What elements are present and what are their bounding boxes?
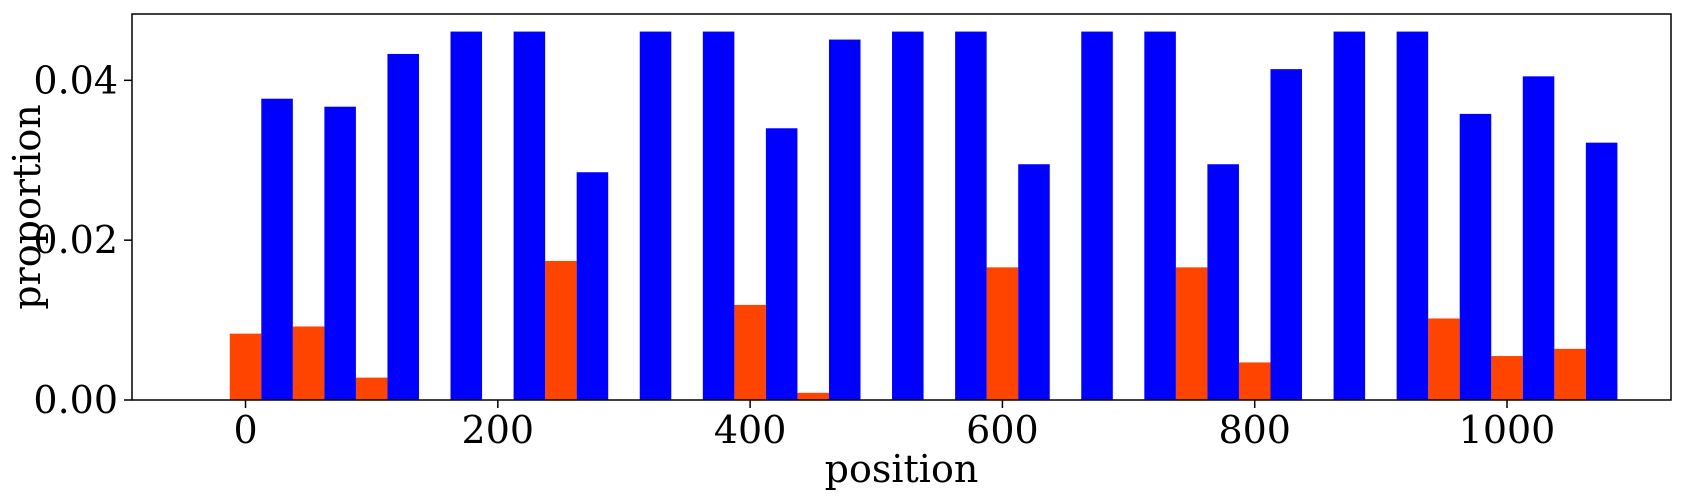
- x-tick-label: 0: [233, 408, 257, 452]
- bar-series-0-950: [1428, 318, 1460, 400]
- bar-series-0-1000: [1491, 356, 1523, 400]
- bar-series-1-125: [387, 53, 419, 401]
- bar-series-1-625: [1018, 164, 1050, 400]
- bar-series-1-75: [324, 106, 356, 400]
- x-axis-ticks: 0 200 400 600 800 1000: [233, 400, 1555, 452]
- x-axis-label: position: [825, 447, 979, 491]
- bar-series-1-975: [1459, 113, 1492, 401]
- bar-series-1-325: [639, 31, 672, 401]
- bar-series-1-775: [1207, 164, 1239, 400]
- bar-series-1-475: [828, 39, 861, 400]
- bar-series-1-375: [702, 31, 735, 401]
- bar-series-1-925: [1396, 31, 1429, 401]
- bar-series-1-1075: [1585, 142, 1618, 401]
- bar-series-1-175: [450, 31, 483, 401]
- bar-series-1-275: [576, 172, 609, 400]
- x-tick-label: 200: [462, 408, 535, 452]
- bar-series-0-250: [545, 260, 577, 400]
- y-tick-label: 0.04: [33, 58, 118, 102]
- bar-series-0-750: [1175, 267, 1208, 400]
- bar-series-0-800: [1238, 362, 1271, 400]
- bar-series-1-25: [261, 98, 293, 401]
- bars-layer: [229, 31, 1618, 401]
- bar-series-1-225: [513, 31, 546, 401]
- bar-series-1-1025: [1522, 76, 1555, 400]
- bar-series-0-50: [292, 326, 325, 400]
- bar-series-1-825: [1270, 69, 1303, 400]
- bar-series-1-525: [892, 31, 924, 401]
- x-tick-label: 600: [966, 408, 1039, 452]
- bar-series-0-450: [797, 392, 829, 400]
- bar-series-0-1050: [1554, 348, 1586, 400]
- bar-series-0-400: [734, 304, 766, 400]
- y-tick-label: 0.00: [33, 378, 118, 422]
- plot-frame: [131, 13, 1672, 401]
- y-axis-ticks: 0.00 0.02 0.04: [33, 58, 132, 422]
- x-tick-label: 800: [1218, 408, 1291, 452]
- bar-series-0-600: [986, 267, 1019, 400]
- bar-series-1-875: [1333, 31, 1366, 401]
- bar-series-1-575: [955, 31, 987, 401]
- x-tick-label: 1000: [1459, 408, 1556, 452]
- bar-series-1-675: [1081, 31, 1113, 401]
- x-tick-label: 400: [714, 408, 787, 452]
- y-tick-label: 0.02: [33, 218, 118, 262]
- bar-series-1-425: [765, 128, 798, 400]
- bar-series-0-0: [229, 333, 262, 400]
- bar-series-0-100: [355, 377, 388, 400]
- y-axis-label: proportion: [5, 104, 49, 310]
- bar-series-1-725: [1144, 31, 1176, 401]
